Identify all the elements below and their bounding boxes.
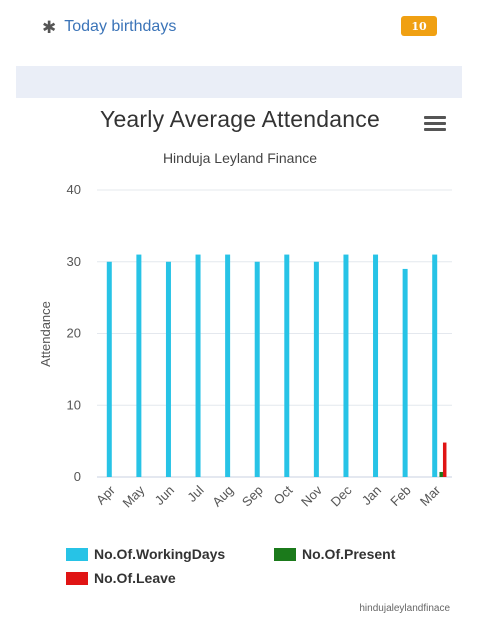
x-tick-label: Dec <box>328 482 355 509</box>
today-birthdays-label: Today birthdays <box>64 18 177 35</box>
chart-credit: hindujaleylandfinace <box>359 603 450 614</box>
legend-swatch-working-days <box>66 547 88 561</box>
birthday-count-badge: 10 <box>401 16 437 36</box>
bar-working-days-jun[interactable] <box>165 261 171 477</box>
bar-working-days-sep[interactable] <box>254 261 260 477</box>
x-tick-label: Feb <box>387 483 413 509</box>
chart-legend: No.Of.WorkingDays No.Of.Present No.Of.Le… <box>66 546 446 590</box>
bar-working-days-dec[interactable] <box>343 254 349 477</box>
x-tick-label: Sep <box>239 483 266 510</box>
grid-lines <box>97 189 452 478</box>
legend-label-working-days: No.Of.WorkingDays <box>94 546 226 562</box>
x-tick-label: Apr <box>93 482 118 507</box>
y-axis-ticks: 0 10 20 30 40 <box>67 182 81 484</box>
bars <box>106 254 447 477</box>
bar-working-days-apr[interactable] <box>106 261 112 477</box>
legend-item-present[interactable]: No.Of.Present <box>274 546 395 562</box>
today-birthdays-link[interactable]: ✱ Today birthdays <box>42 14 176 40</box>
y-tick-label: 40 <box>67 182 81 197</box>
y-axis-label: Attendance <box>38 301 53 367</box>
chart-title: Yearly Average Attendance <box>100 106 380 132</box>
x-axis-ticks: Apr May Jun Jul Aug Sep Oct Nov Dec Jan Feb Mar <box>93 482 444 510</box>
bar-working-days-jan[interactable] <box>373 254 379 477</box>
legend-item-leave[interactable]: No.Of.Leave <box>66 570 176 586</box>
bar-working-days-oct[interactable] <box>284 254 290 477</box>
attendance-chart: 0 10 20 30 40 Apr May Jun Jul Aug Sep Oct Nov Dec Jan… <box>38 182 452 510</box>
legend-item-working-days[interactable]: No.Of.WorkingDays <box>66 546 225 562</box>
x-tick-label: Nov <box>298 482 325 509</box>
x-tick-label: Jan <box>359 483 384 508</box>
bar-working-days-may[interactable] <box>136 254 142 477</box>
y-tick-label: 0 <box>74 469 81 484</box>
bar-working-days-nov[interactable] <box>313 261 319 477</box>
y-tick-label: 30 <box>67 254 81 269</box>
bar-working-days-aug[interactable] <box>225 254 231 477</box>
bar-working-days-jul[interactable] <box>195 254 201 477</box>
y-tick-label: 10 <box>67 397 81 412</box>
x-tick-label: Mar <box>417 482 444 509</box>
asterisk-icon: ✱ <box>42 17 57 37</box>
legend-swatch-leave <box>66 571 88 585</box>
bar-working-days-mar[interactable] <box>432 254 438 477</box>
legend-swatch-present <box>274 547 296 561</box>
x-tick-label: Jun <box>152 483 177 508</box>
x-tick-label: May <box>120 482 148 510</box>
y-tick-label: 20 <box>67 326 81 341</box>
section-divider <box>16 66 462 98</box>
bar-leave-mar[interactable] <box>442 442 447 477</box>
bar-working-days-feb[interactable] <box>402 268 408 477</box>
hamburger-menu-icon[interactable] <box>424 114 446 134</box>
bar-present-mar[interactable] <box>439 471 443 477</box>
legend-label-leave: No.Of.Leave <box>94 570 176 586</box>
x-tick-label: Oct <box>270 482 295 507</box>
x-tick-label: Jul <box>184 482 206 504</box>
legend-label-present: No.Of.Present <box>302 546 396 562</box>
chart-subtitle: Hinduja Leyland Finance <box>162 150 318 166</box>
x-tick-label: Aug <box>209 483 236 510</box>
